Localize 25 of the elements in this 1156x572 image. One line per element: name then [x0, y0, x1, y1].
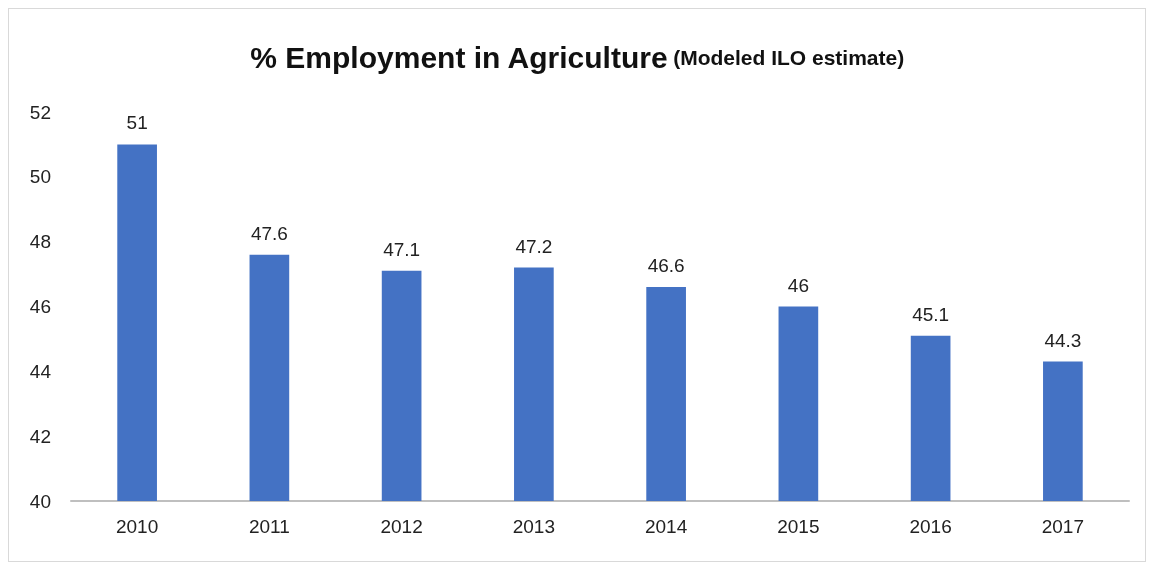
y-tick-label: 50	[29, 166, 51, 188]
x-tick-label: 2015	[777, 516, 820, 537]
data-label: 45.1	[912, 303, 950, 325]
chart-title: % Employment in Agriculture	[250, 40, 668, 74]
y-tick-label: 44	[29, 360, 52, 382]
data-label: 44.3	[1044, 329, 1082, 351]
x-tick-label: 2016	[909, 516, 952, 537]
data-label: 47.6	[250, 222, 288, 244]
data-label: 46	[787, 274, 809, 296]
data-label: 51	[126, 112, 148, 134]
x-tick-label: 2010	[115, 516, 159, 537]
y-tick-label: 42	[29, 425, 51, 447]
y-tick-label: 46	[29, 296, 51, 317]
data-label: 47.2	[515, 235, 553, 257]
x-tick-label: 2011	[248, 516, 290, 537]
y-tick-label: 40	[29, 490, 51, 512]
data-label: 46.6	[647, 255, 685, 277]
data-label: 47.1	[383, 238, 421, 260]
x-tick-label: 2012	[380, 516, 423, 537]
x-tick-label: 2017	[1041, 516, 1085, 537]
x-tick-label: 2014	[644, 516, 688, 537]
y-tick-label: 48	[29, 231, 51, 253]
chart-subtitle: (Modeled ILO estimate)	[673, 45, 905, 69]
x-tick-label: 2013	[512, 516, 556, 537]
y-tick-label: 52	[29, 101, 51, 123]
